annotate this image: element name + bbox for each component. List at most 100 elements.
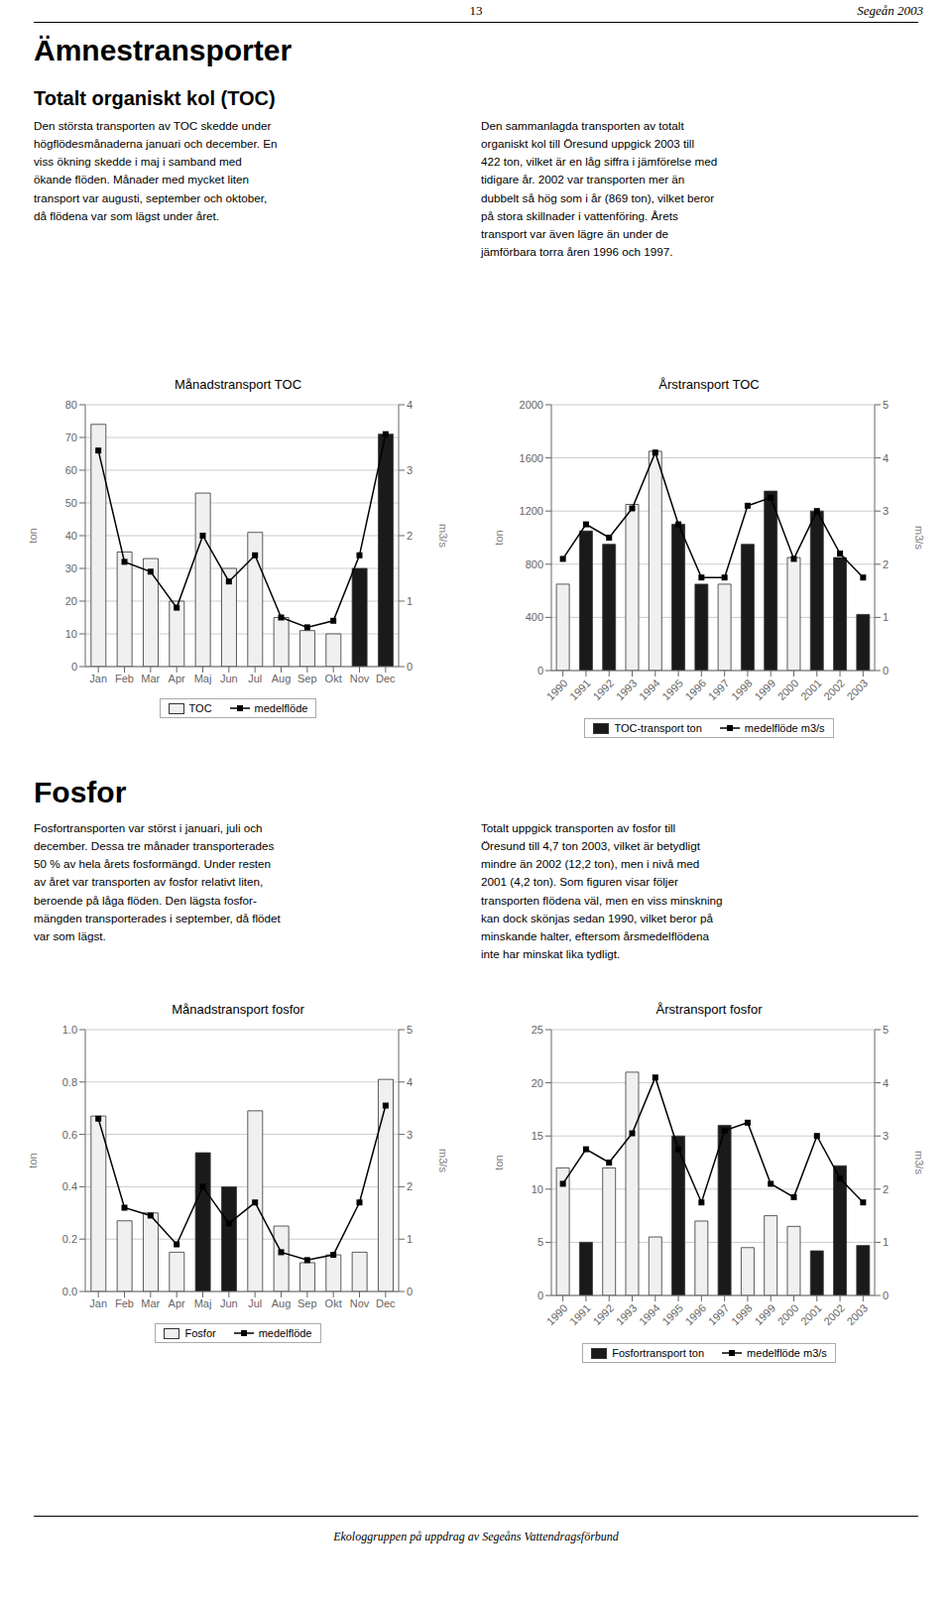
svg-text:0.4: 0.4 bbox=[62, 1180, 78, 1192]
svg-text:4: 4 bbox=[406, 1075, 413, 1088]
svg-text:80: 80 bbox=[65, 398, 78, 411]
svg-text:0: 0 bbox=[406, 1285, 413, 1298]
svg-text:400: 400 bbox=[525, 610, 544, 623]
svg-text:3: 3 bbox=[406, 1128, 413, 1141]
svg-text:1993: 1993 bbox=[613, 676, 640, 703]
svg-text:Jun: Jun bbox=[220, 672, 238, 685]
svg-text:2002: 2002 bbox=[821, 676, 847, 703]
svg-text:1996: 1996 bbox=[682, 1301, 709, 1327]
svg-text:m3/s: m3/s bbox=[437, 523, 450, 548]
svg-text:4: 4 bbox=[406, 398, 413, 411]
svg-text:2: 2 bbox=[406, 1180, 413, 1192]
svg-text:1990: 1990 bbox=[544, 676, 571, 703]
svg-text:2002: 2002 bbox=[821, 1301, 847, 1327]
svg-text:Mar: Mar bbox=[140, 672, 160, 685]
svg-text:10: 10 bbox=[531, 1183, 544, 1195]
svg-text:2000: 2000 bbox=[775, 1301, 802, 1327]
svg-text:Mar: Mar bbox=[140, 1297, 160, 1309]
svg-text:2: 2 bbox=[882, 1183, 889, 1195]
svg-text:0: 0 bbox=[406, 660, 413, 673]
svg-text:3: 3 bbox=[882, 1129, 889, 1142]
svg-text:3: 3 bbox=[406, 464, 413, 476]
svg-text:1995: 1995 bbox=[659, 1301, 686, 1327]
svg-text:2001: 2001 bbox=[798, 676, 825, 703]
svg-text:1999: 1999 bbox=[751, 1301, 778, 1327]
svg-text:1996: 1996 bbox=[682, 676, 709, 703]
svg-text:20: 20 bbox=[531, 1076, 544, 1089]
svg-text:Jan: Jan bbox=[89, 672, 108, 685]
svg-text:20: 20 bbox=[65, 595, 78, 607]
svg-text:1997: 1997 bbox=[706, 676, 732, 703]
svg-text:1991: 1991 bbox=[567, 676, 594, 703]
svg-text:Aug: Aug bbox=[271, 672, 292, 685]
svg-text:1: 1 bbox=[406, 595, 413, 607]
svg-text:0.8: 0.8 bbox=[62, 1075, 78, 1088]
svg-text:2001: 2001 bbox=[798, 1301, 825, 1327]
svg-text:2: 2 bbox=[406, 529, 413, 542]
svg-text:Maj: Maj bbox=[194, 1297, 213, 1309]
svg-text:ton: ton bbox=[492, 529, 505, 545]
svg-text:Nov: Nov bbox=[350, 672, 370, 685]
svg-text:Aug: Aug bbox=[271, 1297, 292, 1309]
svg-text:15: 15 bbox=[531, 1129, 544, 1142]
svg-text:0.0: 0.0 bbox=[62, 1285, 78, 1298]
svg-text:1997: 1997 bbox=[706, 1301, 732, 1327]
svg-text:2000: 2000 bbox=[775, 676, 802, 703]
svg-text:1: 1 bbox=[882, 610, 889, 623]
svg-text:1998: 1998 bbox=[728, 676, 755, 703]
svg-text:2000: 2000 bbox=[519, 398, 544, 411]
svg-text:Feb: Feb bbox=[115, 1297, 134, 1309]
svg-text:30: 30 bbox=[65, 562, 78, 575]
svg-text:Maj: Maj bbox=[194, 672, 213, 685]
svg-text:3: 3 bbox=[882, 504, 889, 517]
svg-text:1999: 1999 bbox=[751, 676, 778, 703]
svg-text:1995: 1995 bbox=[659, 676, 686, 703]
svg-text:0.2: 0.2 bbox=[62, 1232, 78, 1245]
svg-text:1992: 1992 bbox=[590, 1301, 616, 1327]
svg-text:Sep: Sep bbox=[297, 672, 318, 685]
svg-text:10: 10 bbox=[65, 627, 78, 640]
svg-text:4: 4 bbox=[882, 452, 889, 465]
svg-text:1994: 1994 bbox=[636, 1301, 663, 1327]
svg-text:Apr: Apr bbox=[168, 1297, 186, 1309]
svg-text:40: 40 bbox=[65, 529, 78, 542]
svg-text:Feb: Feb bbox=[115, 672, 134, 685]
svg-text:1: 1 bbox=[406, 1232, 413, 1245]
svg-text:1992: 1992 bbox=[590, 676, 616, 703]
svg-text:Okt: Okt bbox=[325, 672, 343, 685]
svg-text:5: 5 bbox=[882, 398, 889, 411]
svg-text:ton: ton bbox=[26, 1152, 39, 1168]
svg-text:Jul: Jul bbox=[247, 672, 262, 685]
svg-text:ton: ton bbox=[26, 527, 39, 543]
svg-text:Jun: Jun bbox=[220, 1297, 238, 1309]
svg-text:50: 50 bbox=[65, 496, 78, 509]
svg-text:ton: ton bbox=[492, 1154, 505, 1170]
svg-text:5: 5 bbox=[537, 1235, 544, 1248]
svg-text:1998: 1998 bbox=[728, 1301, 755, 1327]
svg-text:1990: 1990 bbox=[544, 1301, 571, 1327]
svg-text:1993: 1993 bbox=[613, 1301, 640, 1327]
svg-text:Jul: Jul bbox=[247, 1297, 262, 1309]
svg-text:0: 0 bbox=[537, 664, 544, 677]
svg-text:1994: 1994 bbox=[636, 676, 663, 703]
svg-text:1200: 1200 bbox=[519, 504, 544, 517]
svg-text:2003: 2003 bbox=[843, 676, 870, 703]
svg-text:Dec: Dec bbox=[375, 1297, 396, 1309]
svg-text:m3/s: m3/s bbox=[913, 525, 926, 550]
svg-text:0: 0 bbox=[882, 664, 889, 677]
svg-text:Nov: Nov bbox=[350, 1297, 370, 1309]
svg-text:25: 25 bbox=[531, 1023, 544, 1036]
svg-text:m3/s: m3/s bbox=[437, 1148, 450, 1173]
svg-text:Sep: Sep bbox=[297, 1297, 318, 1309]
svg-text:1.0: 1.0 bbox=[62, 1023, 78, 1036]
svg-text:1991: 1991 bbox=[567, 1301, 594, 1327]
svg-text:0: 0 bbox=[882, 1289, 889, 1302]
svg-text:800: 800 bbox=[525, 558, 544, 571]
svg-text:Dec: Dec bbox=[375, 672, 396, 685]
svg-text:Okt: Okt bbox=[325, 1297, 343, 1309]
svg-text:1: 1 bbox=[882, 1235, 889, 1248]
svg-text:Jan: Jan bbox=[89, 1297, 108, 1309]
svg-text:60: 60 bbox=[65, 464, 78, 476]
svg-text:0: 0 bbox=[537, 1289, 544, 1302]
svg-text:5: 5 bbox=[882, 1023, 889, 1036]
